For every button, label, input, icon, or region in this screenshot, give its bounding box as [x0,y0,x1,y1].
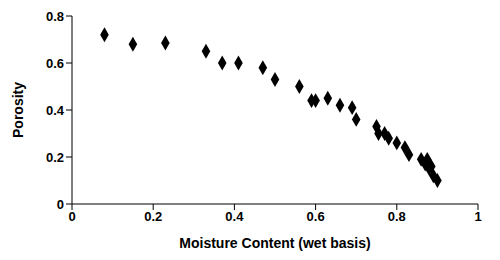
svg-text:Moisture Content (wet basis): Moisture Content (wet basis) [179,235,370,251]
svg-text:0.8: 0.8 [46,9,64,24]
svg-text:0: 0 [57,197,64,212]
svg-text:0.8: 0.8 [388,209,406,224]
svg-text:0.4: 0.4 [46,103,65,118]
svg-text:0.2: 0.2 [46,150,64,165]
svg-text:0.6: 0.6 [46,56,64,71]
svg-text:1: 1 [474,209,481,224]
svg-text:0.2: 0.2 [144,209,162,224]
svg-text:Porosity: Porosity [10,82,26,138]
svg-text:0.4: 0.4 [225,209,244,224]
svg-text:0: 0 [68,209,75,224]
svg-text:0.6: 0.6 [307,209,325,224]
